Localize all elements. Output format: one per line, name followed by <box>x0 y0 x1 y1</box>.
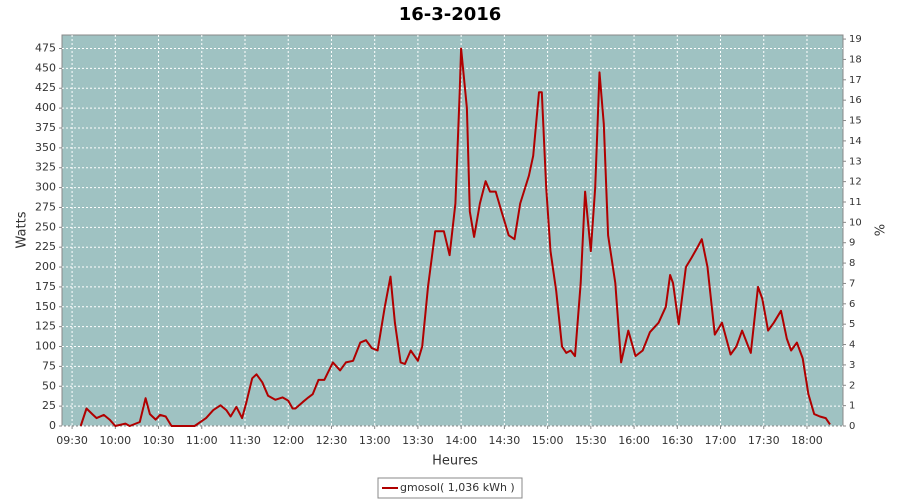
x-tick-label: 17:30 <box>748 434 780 447</box>
y2-tick-label: 16 <box>849 95 862 106</box>
x-tick-label: 15:00 <box>532 434 564 447</box>
y-tick-label: 50 <box>42 379 56 392</box>
y-tick-label: 125 <box>35 320 56 333</box>
y-tick-label: 275 <box>35 200 56 213</box>
y-tick-label: 375 <box>35 121 56 134</box>
y-tick-label: 325 <box>35 161 56 174</box>
x-tick-label: 13:30 <box>402 434 434 447</box>
x-tick-label: 17:00 <box>705 434 737 447</box>
y-tick-label: 250 <box>35 220 56 233</box>
y2-tick-label: 17 <box>849 75 862 86</box>
y2-tick-label: 10 <box>849 217 862 228</box>
y2-tick-label: 0 <box>849 421 855 432</box>
data-line <box>79 47 831 427</box>
y-tick-label: 150 <box>35 300 56 313</box>
y-tick-label: 75 <box>42 359 56 372</box>
y2-tick-label: 12 <box>849 177 862 188</box>
y2-tick-label: 1 <box>849 401 855 412</box>
x-tick-label: 12:30 <box>316 434 348 447</box>
y2-tick-label: 13 <box>849 156 862 167</box>
y2-tick-label: 3 <box>849 360 855 371</box>
y-tick-label: 350 <box>35 141 56 154</box>
legend-label: gmosol( 1,036 kWh ) <box>400 481 515 494</box>
y2-tick-label: 5 <box>849 319 855 330</box>
x-tick-label: 12:00 <box>272 434 304 447</box>
x-tick-label: 13:00 <box>359 434 391 447</box>
x-tick-label: 18:00 <box>791 434 823 447</box>
y-tick-label: 0 <box>49 419 56 432</box>
y2-tick-label: 8 <box>849 258 855 269</box>
x-tick-label: 09:30 <box>56 434 88 447</box>
y2-tick-label: 19 <box>849 34 862 45</box>
y2-tick-label: 7 <box>849 278 855 289</box>
y-tick-label: 300 <box>35 181 56 194</box>
y-tick-label: 225 <box>35 240 56 253</box>
y-tick-label: 425 <box>35 81 56 94</box>
y2-tick-label: 18 <box>849 54 862 65</box>
y-tick-label: 200 <box>35 260 56 273</box>
y-tick-label: 475 <box>35 42 56 55</box>
y2-tick-label: 14 <box>849 136 862 147</box>
x-tick-label: 15:30 <box>575 434 607 447</box>
legend: gmosol( 1,036 kWh ) <box>377 477 523 499</box>
x-tick-label: 10:00 <box>99 434 131 447</box>
x-tick-label: 14:00 <box>445 434 477 447</box>
y-tick-label: 100 <box>35 340 56 353</box>
y-tick-label: 175 <box>35 280 56 293</box>
y2-tick-label: 11 <box>849 197 862 208</box>
x-tick-label: 11:30 <box>229 434 261 447</box>
y-tick-label: 450 <box>35 61 56 74</box>
x-tick-label: 16:00 <box>618 434 650 447</box>
y2-axis-label: % <box>874 224 889 236</box>
y2-tick-label: 2 <box>849 380 855 391</box>
y-tick-label: 25 <box>42 399 56 412</box>
chart-title: 16-3-2016 <box>399 4 502 25</box>
y2-tick-label: 15 <box>849 116 862 127</box>
x-tick-label: 14:30 <box>489 434 521 447</box>
y2-tick-label: 4 <box>849 340 855 351</box>
x-axis-label: Heures <box>432 454 478 469</box>
x-tick-label: 11:00 <box>186 434 218 447</box>
y2-tick-label: 9 <box>849 238 855 249</box>
x-tick-label: 10:30 <box>143 434 175 447</box>
y-axis-label: Watts <box>15 211 30 248</box>
legend-box <box>377 477 523 499</box>
y-tick-label: 400 <box>35 101 56 114</box>
x-tick-label: 16:30 <box>661 434 693 447</box>
y2-tick-label: 6 <box>849 299 855 310</box>
